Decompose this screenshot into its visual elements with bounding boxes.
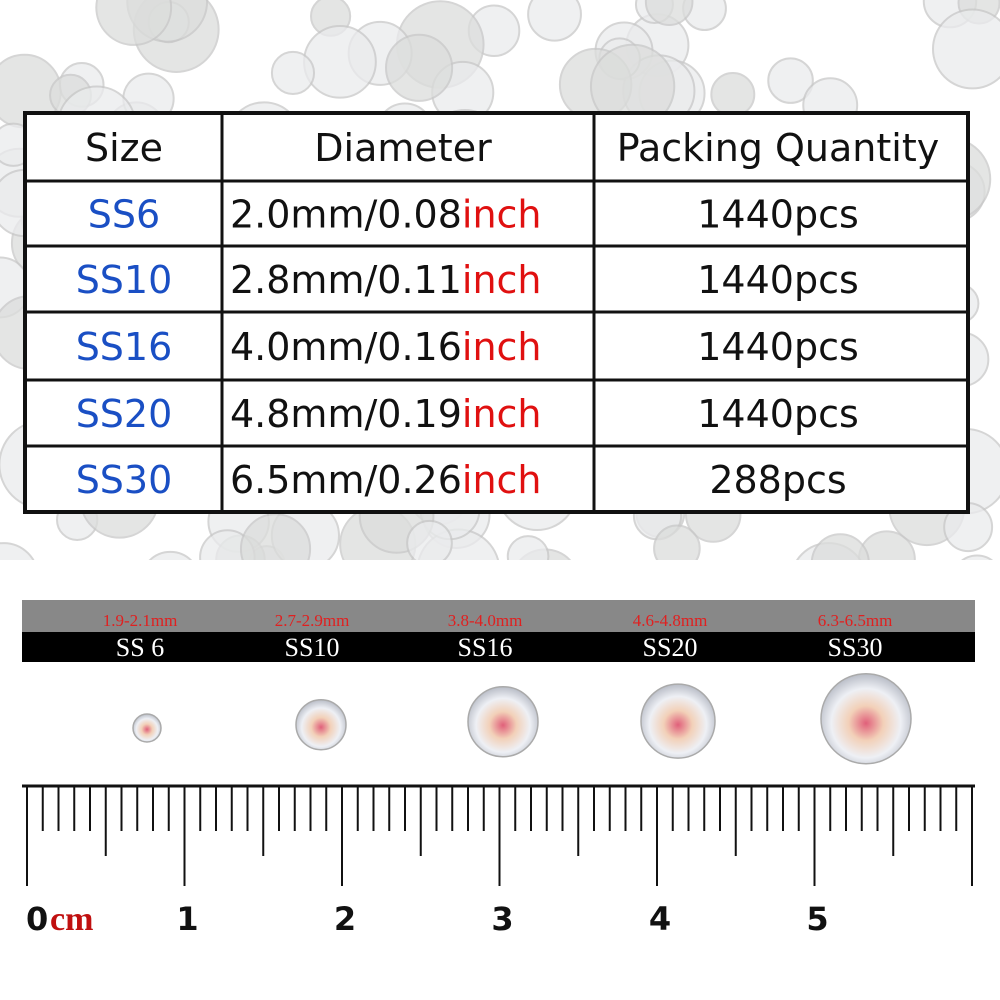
ruler-number: 1 bbox=[176, 900, 198, 938]
ruler-zero: 0 bbox=[26, 900, 48, 938]
header-cell: Packing Quantity bbox=[617, 126, 939, 170]
quantity-cell: 1440pcs bbox=[697, 392, 859, 436]
diameter-unit: inch bbox=[462, 325, 542, 369]
diameter-cell: 2.8mm/0.11inch bbox=[230, 258, 542, 302]
size-range: 1.9-2.1mm bbox=[103, 611, 178, 630]
diameter-unit: inch bbox=[462, 458, 542, 502]
quantity-cell: 1440pcs bbox=[697, 193, 859, 237]
diameter-unit: inch bbox=[462, 193, 542, 237]
size-cell: SS20 bbox=[76, 392, 173, 436]
header-cell: Size bbox=[85, 126, 163, 170]
ruler-number: 4 bbox=[649, 900, 671, 938]
size-cell: SS30 bbox=[76, 458, 173, 502]
diameter-value: 2.0mm/0.08 bbox=[230, 193, 462, 237]
bg-stone bbox=[644, 0, 694, 27]
diameter-cell: 4.8mm/0.19inch bbox=[230, 392, 542, 436]
bg-stone bbox=[385, 33, 454, 102]
rhinestone bbox=[295, 698, 347, 751]
size-label: SS16 bbox=[458, 633, 513, 662]
header-cell: Diameter bbox=[314, 126, 492, 170]
ruler-number: 5 bbox=[806, 900, 828, 938]
ruler-number: 2 bbox=[334, 900, 356, 938]
size-range: 2.7-2.9mm bbox=[275, 611, 350, 630]
diameter-unit: inch bbox=[462, 258, 542, 302]
bg-stone bbox=[270, 50, 316, 96]
table-grid bbox=[25, 113, 968, 512]
bg-stone bbox=[767, 57, 814, 104]
size-bar-top bbox=[22, 600, 975, 632]
quantity-cell: 1440pcs bbox=[697, 325, 859, 369]
diameter-value: 4.8mm/0.19 bbox=[230, 392, 462, 436]
size-cell: SS16 bbox=[76, 325, 173, 369]
ruler-unit: cm bbox=[50, 901, 93, 938]
diameter-value: 6.5mm/0.26 bbox=[230, 458, 462, 502]
size-label: SS30 bbox=[828, 633, 883, 662]
diameter-cell: 6.5mm/0.26inch bbox=[230, 458, 542, 502]
ruler-number: 3 bbox=[491, 900, 513, 938]
size-range: 3.8-4.0mm bbox=[448, 611, 523, 630]
rhinestone bbox=[132, 713, 162, 743]
size-range: 4.6-4.8mm bbox=[633, 611, 708, 630]
bg-stone bbox=[95, 0, 173, 46]
rhinestone bbox=[640, 683, 716, 759]
size-bar-bottom bbox=[22, 632, 975, 662]
diameter-cell: 4.0mm/0.16inch bbox=[230, 325, 542, 369]
size-label: SS 6 bbox=[116, 633, 164, 662]
diameter-value: 4.0mm/0.16 bbox=[230, 325, 462, 369]
size-label: SS10 bbox=[285, 633, 340, 662]
bg-stone bbox=[527, 0, 582, 42]
size-label: SS20 bbox=[643, 633, 698, 662]
bg-stone bbox=[932, 8, 1000, 90]
rhinestone bbox=[820, 672, 912, 765]
ruler-ticks bbox=[26, 786, 973, 886]
size-cell: SS10 bbox=[76, 258, 173, 302]
diameter-cell: 2.0mm/0.08inch bbox=[230, 193, 542, 237]
size-range: 6.3-6.5mm bbox=[818, 611, 893, 630]
quantity-cell: 1440pcs bbox=[697, 258, 859, 302]
size-cell: SS6 bbox=[88, 193, 160, 237]
diameter-value: 2.8mm/0.11 bbox=[230, 258, 462, 302]
rhinestone bbox=[467, 685, 539, 758]
diameter-unit: inch bbox=[462, 392, 542, 436]
quantity-cell: 288pcs bbox=[709, 458, 846, 502]
